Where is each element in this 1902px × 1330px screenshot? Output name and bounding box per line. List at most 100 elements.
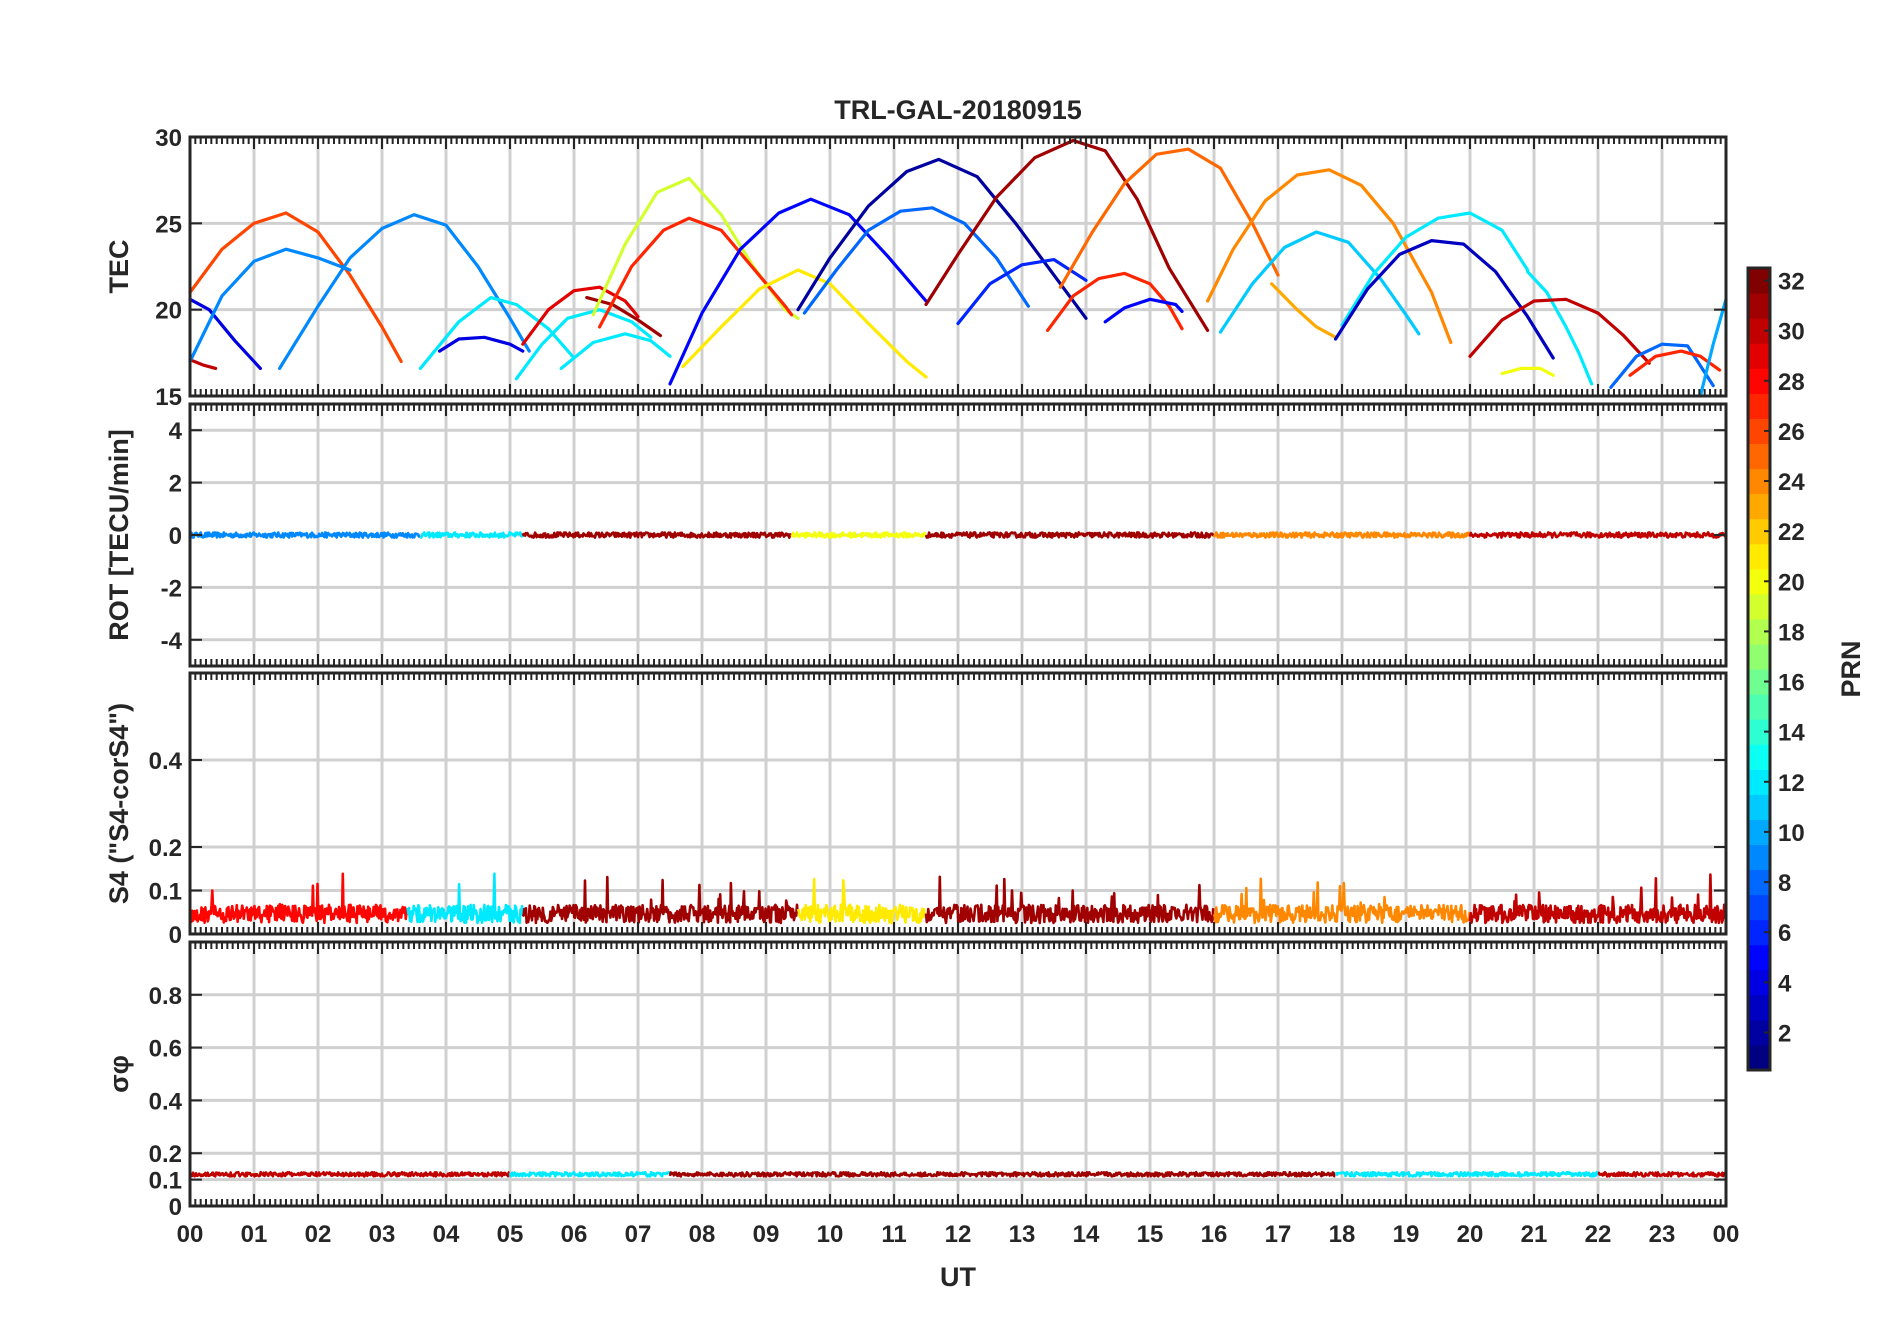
x-tick-label: 20 xyxy=(1457,1221,1484,1248)
tec-series-prn-6 xyxy=(956,258,1088,326)
s4-segment-prn-24 xyxy=(1212,877,1471,925)
colorbar-tick-label: 6 xyxy=(1778,920,1791,947)
tec-series-prn-12 xyxy=(559,332,672,370)
colorbar-swatch-prn-16 xyxy=(1748,669,1770,695)
colorbar-swatch-prn-31 xyxy=(1748,293,1770,319)
tec-series-prn-9 xyxy=(188,247,352,364)
sigma_phi-data xyxy=(189,1170,1727,1178)
sigma_phi-segment-prn-30 xyxy=(1597,1171,1727,1178)
colorbar-swatch-prn-19 xyxy=(1748,593,1770,620)
colorbar-tick-label: 16 xyxy=(1778,670,1805,697)
s4-segment-prn-21 xyxy=(796,877,927,925)
colorbar-swatch-prn-14 xyxy=(1748,719,1770,745)
rot-segment-prn-20 xyxy=(790,531,927,539)
x-tick-label: 08 xyxy=(689,1221,716,1248)
rot-segment-prn-24 xyxy=(1212,531,1471,539)
rot-data xyxy=(188,531,1727,539)
sigma_phi-segment-prn-12 xyxy=(508,1170,671,1178)
x-tick-label: 14 xyxy=(1073,1221,1100,1248)
tec-y-tick-label: 15 xyxy=(155,384,182,411)
x-tick-label: 03 xyxy=(369,1221,396,1248)
colorbar-swatch-prn-2 xyxy=(1748,1019,1770,1046)
x-tick-label: 16 xyxy=(1201,1221,1228,1248)
rot-segment-prn-9 xyxy=(188,531,421,539)
x-tick-label: 19 xyxy=(1393,1221,1420,1248)
colorbar-swatch-prn-30 xyxy=(1748,318,1770,344)
tec-series-prn-12 xyxy=(1525,270,1594,386)
panel-rot: -4 -2 0 2 4 ROT [TECU/min] xyxy=(104,402,1728,668)
rot-y-tick-label: 0 xyxy=(169,523,182,550)
x-tick-label: 01 xyxy=(241,1221,268,1248)
colorbar-swatch-prn-27 xyxy=(1748,393,1770,419)
x-tick-label: 11 xyxy=(881,1221,906,1248)
panel-s4: 0 0.1 0.2 0.4 S4 ("S4-corS4") xyxy=(104,671,1728,949)
sigma_phi-y-tick-label: 0 xyxy=(169,1194,182,1221)
x-tick-labels: 00 01 02 03 04 05 06 07 08 09 10 11 12 13 14 15 16 17 18 19… xyxy=(177,1221,1740,1248)
sigma_phi-y-axis-label: σφ xyxy=(104,1055,134,1093)
x-tick-label: 22 xyxy=(1585,1221,1612,1248)
colorbar-tick-label: 26 xyxy=(1778,419,1805,446)
tec-series-prn-23 xyxy=(1269,282,1338,339)
rot-segment-prn-12 xyxy=(419,531,524,539)
colorbar-frame xyxy=(1746,266,1772,1072)
tec-series-prn-31 xyxy=(924,138,1210,332)
x-tick-label: 13 xyxy=(1009,1221,1036,1248)
tec-series-prn-8 xyxy=(1609,342,1715,389)
panel-sigma_phi: 00.10.2 0.4 0.6 0.8 σφ xyxy=(104,940,1728,1221)
colorbar-label: PRN xyxy=(1836,640,1866,697)
colorbar-swatch-prn-3 xyxy=(1748,994,1770,1021)
colorbar-swatch-prn-25 xyxy=(1748,443,1770,470)
s4-segment-prn-30 xyxy=(1468,873,1727,925)
tec-series-prn-20 xyxy=(1500,366,1555,377)
rot-segment-prn-31 xyxy=(521,531,793,539)
sigma_phi-segment-prn-12 xyxy=(1334,1170,1599,1178)
chart-title: TRL-GAL-20180915 xyxy=(834,95,1082,125)
tec-ticks xyxy=(189,136,1727,397)
tec-series-prn-29 xyxy=(521,285,640,346)
sigma_phi-y-tick-label: 0.8 xyxy=(149,983,182,1010)
s4-ticks xyxy=(189,673,1727,935)
tec-series-prn-27 xyxy=(1045,271,1184,332)
colorbar-swatch-prn-1 xyxy=(1748,1044,1770,1071)
rot-y-tick-label: -4 xyxy=(161,628,183,655)
colorbar-tick-label: 20 xyxy=(1778,569,1805,596)
colorbar-swatch-prn-11 xyxy=(1748,794,1770,820)
tec-series-prn-2 xyxy=(796,157,1088,320)
rot-y-tick-label: -2 xyxy=(161,575,182,602)
colorbar-swatch-prn-15 xyxy=(1748,694,1770,720)
x-tick-label: 10 xyxy=(817,1221,844,1248)
colorbar-tick-label: 32 xyxy=(1778,269,1805,296)
colorbar-swatch-prn-24 xyxy=(1748,468,1770,495)
tec-series-prn-25 xyxy=(1058,147,1280,289)
tec-series-prn-30 xyxy=(1468,297,1651,365)
tec-series-prn-4 xyxy=(188,297,262,370)
tec-data xyxy=(188,138,1728,398)
panel-tec: 15 20 25 30 TEC xyxy=(104,125,1728,411)
s4-y-tick-label: 0.4 xyxy=(149,748,183,775)
x-tick-label: 12 xyxy=(945,1221,972,1248)
colorbar-swatch-prn-13 xyxy=(1748,744,1770,770)
colorbar-swatch-prn-12 xyxy=(1748,769,1770,795)
tec-series-prn-12 xyxy=(514,308,653,381)
colorbar-tick-label: 14 xyxy=(1778,720,1805,747)
x-tick-label: 09 xyxy=(753,1221,780,1248)
x-tick-label: 06 xyxy=(561,1221,588,1248)
x-tick-label: 18 xyxy=(1329,1221,1356,1248)
colorbar-tick-label: 12 xyxy=(1778,770,1805,797)
colorbar-tick-label: 30 xyxy=(1778,319,1805,346)
x-tick-label: 07 xyxy=(625,1221,652,1248)
rot-segment-prn-30 xyxy=(1468,531,1727,539)
s4-y-tick-label: 0 xyxy=(169,922,182,949)
tec-series-prn-10 xyxy=(1698,297,1728,398)
s4-y-axis-label: S4 ("S4-corS4") xyxy=(104,703,134,904)
colorbar-swatch-prn-32 xyxy=(1748,268,1770,294)
s4-y-tick-label: 0.1 xyxy=(149,879,182,906)
colorbar-swatch-prn-28 xyxy=(1748,368,1770,394)
tec-series-prn-5 xyxy=(1103,297,1184,324)
colorbar-tick-label: 18 xyxy=(1778,619,1805,646)
tec-series-prn-24 xyxy=(1205,168,1453,345)
x-tick-label: 02 xyxy=(305,1221,332,1248)
tec-series-prn-27 xyxy=(597,216,794,329)
